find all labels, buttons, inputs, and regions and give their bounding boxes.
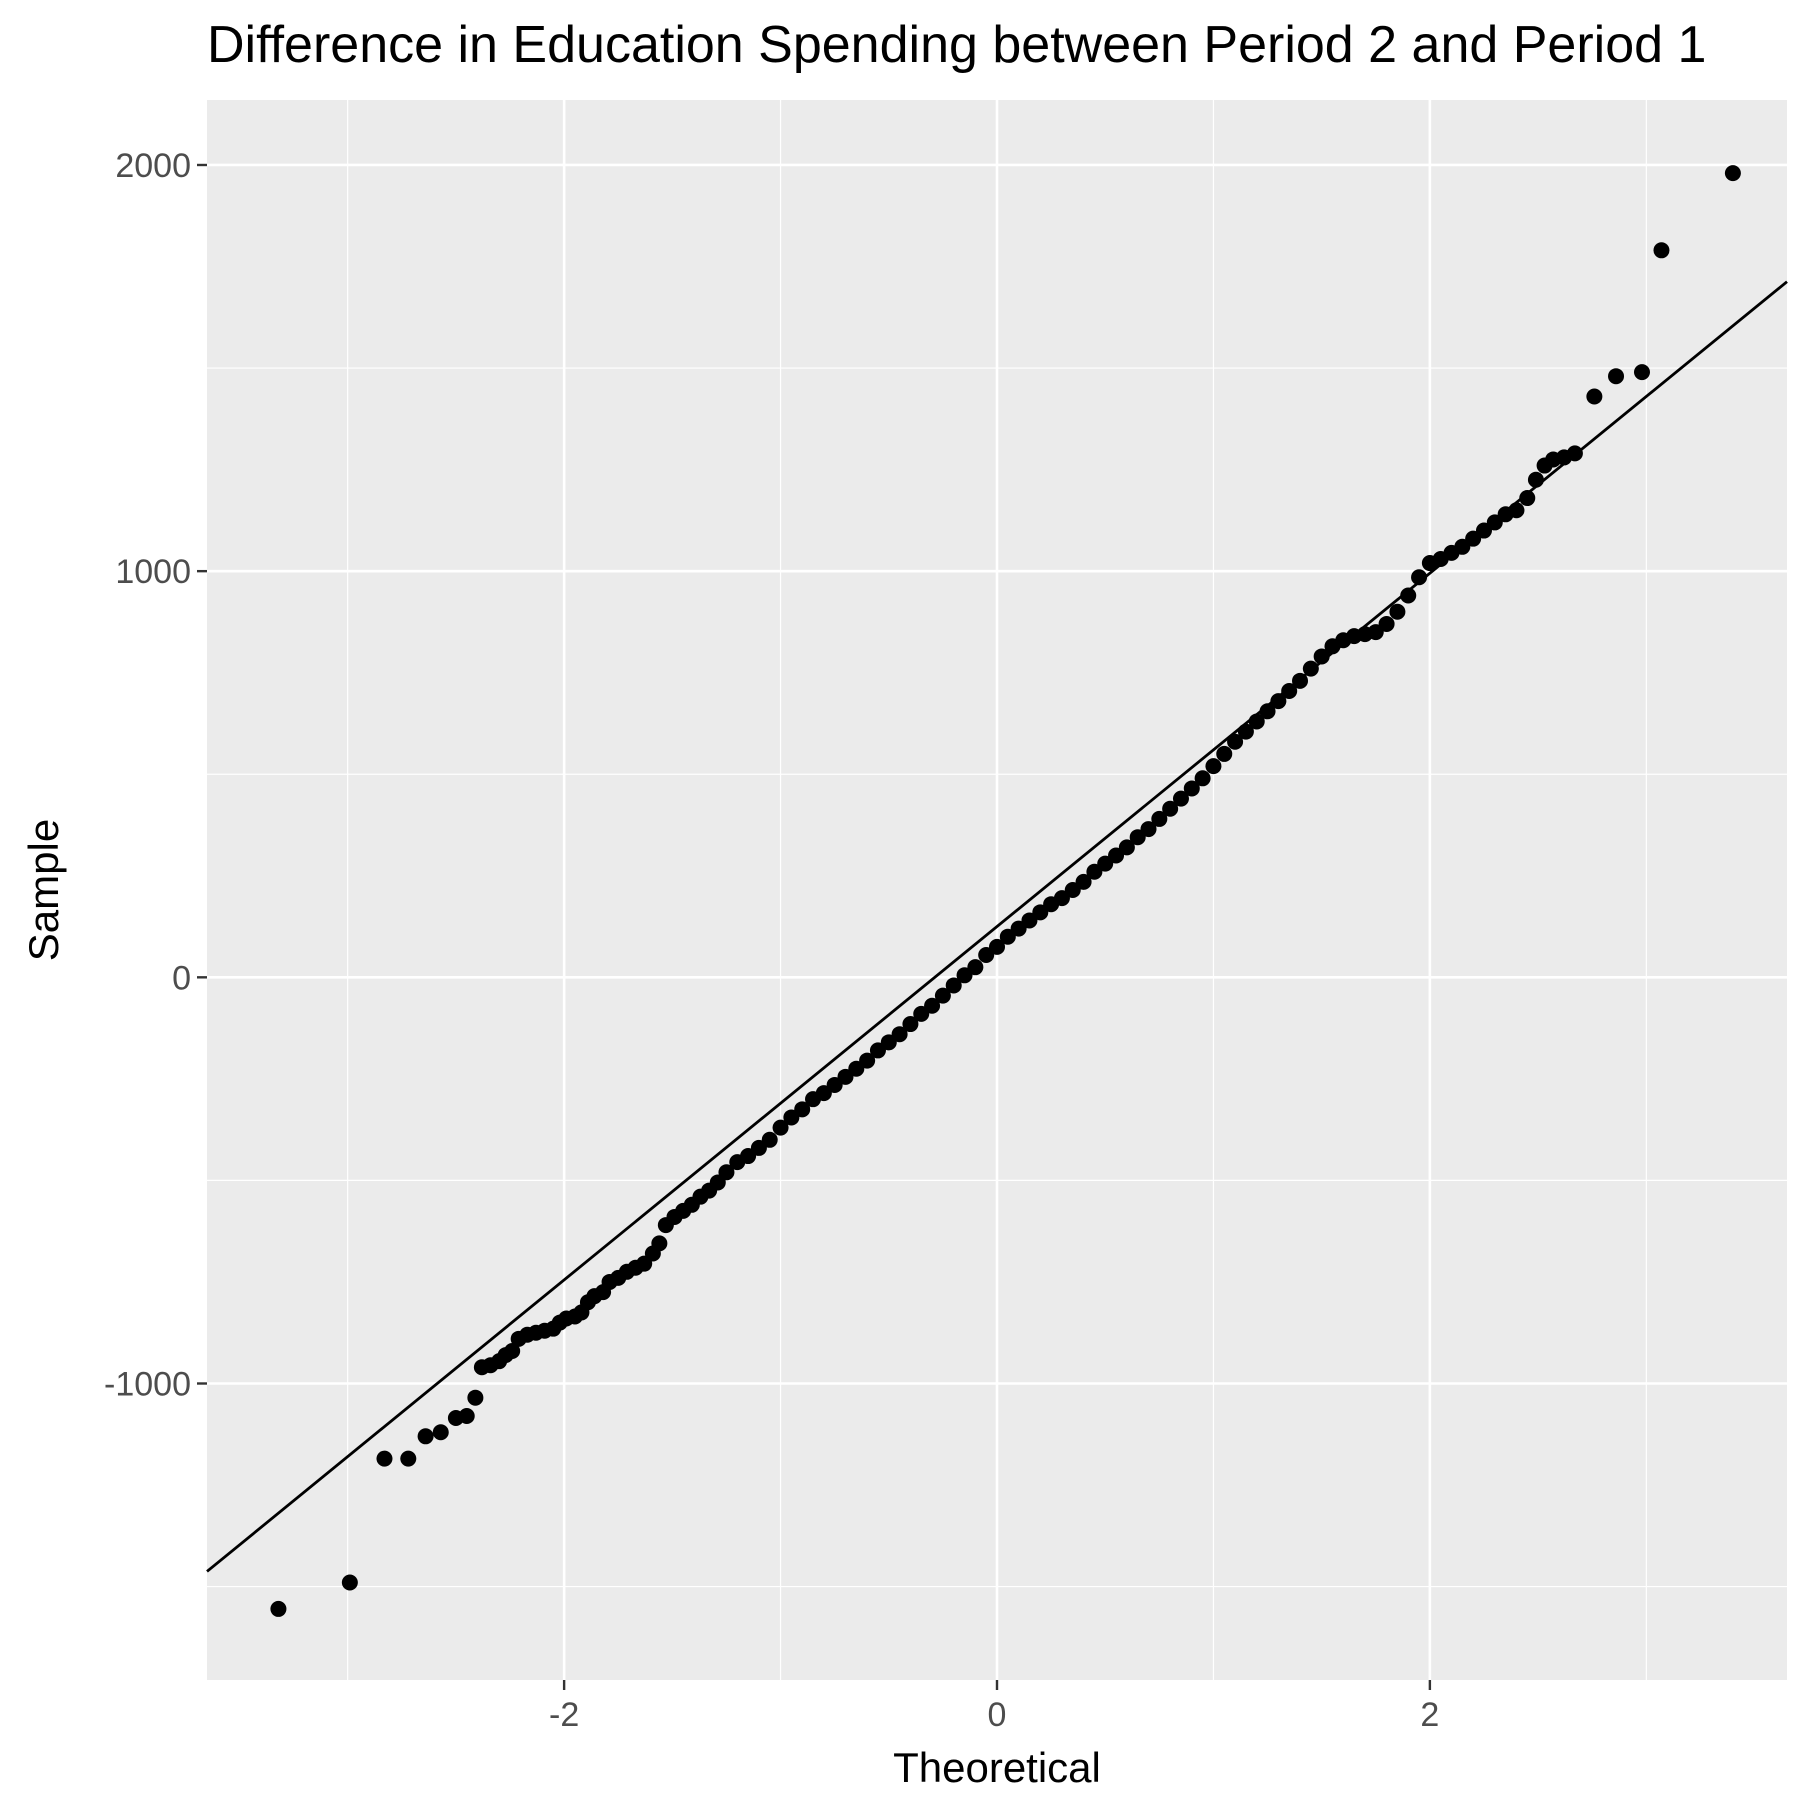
y-tick-label: 1000 (115, 553, 191, 591)
qq-point (651, 1235, 668, 1252)
y-tick-label: -1000 (104, 1365, 191, 1403)
qq-point (1527, 471, 1544, 488)
data-points (270, 165, 1741, 1617)
y-tick-label: 2000 (115, 147, 191, 185)
chart-title: Difference in Education Spending between… (207, 16, 1706, 74)
x-tick-label: -2 (549, 1696, 579, 1734)
qq-point (1519, 490, 1536, 507)
qq-point (1248, 713, 1265, 730)
qq-point (1389, 603, 1406, 620)
qq-point (989, 938, 1005, 955)
qq-point (891, 1026, 908, 1043)
qq-point (794, 1101, 811, 1118)
grid-lines (207, 100, 1787, 1680)
x-tick-label: 2 (1420, 1696, 1439, 1734)
qq-point (1292, 672, 1309, 689)
qq-point (376, 1450, 393, 1467)
qq-point (934, 987, 951, 1004)
qq-point (859, 1052, 876, 1069)
qq-point (1259, 703, 1276, 720)
qq-point (1075, 873, 1092, 890)
qq-point (341, 1574, 358, 1591)
qq-point (718, 1164, 735, 1181)
qq-point (400, 1450, 417, 1467)
qq-point (417, 1428, 434, 1445)
qq-point (1162, 800, 1179, 817)
qq-point (1724, 165, 1741, 182)
qq-point (1140, 821, 1157, 838)
qq-point (504, 1343, 521, 1360)
qq-point (1566, 445, 1583, 462)
qq-point (1151, 810, 1168, 827)
axes: -2 0 2 -1000 0 1000 2000 (104, 147, 1439, 1734)
qq-point (1237, 723, 1254, 740)
qq-point (1183, 780, 1200, 797)
qq-point (1508, 502, 1525, 519)
qq-point (1205, 758, 1222, 775)
qq-point (1586, 388, 1603, 405)
qq-point (1216, 745, 1233, 762)
qq-point (1118, 839, 1135, 856)
qq-point (1270, 693, 1287, 710)
qq-point (270, 1600, 287, 1617)
qq-point (1411, 569, 1428, 586)
qq-point (458, 1407, 475, 1424)
qq-point (967, 959, 984, 976)
y-tick-label: 0 (172, 959, 191, 997)
qq-point (467, 1389, 484, 1406)
x-tick-label: 0 (988, 1696, 1007, 1734)
qq-point (945, 977, 962, 994)
qq-point (1378, 615, 1395, 632)
qq-point (1653, 242, 1670, 259)
qq-point (1172, 790, 1189, 807)
qq-point (1633, 364, 1650, 381)
qq-point (1400, 587, 1417, 604)
qq-point (1281, 682, 1298, 699)
qq-point (761, 1131, 778, 1148)
qq-point (902, 1016, 919, 1033)
qq-point (1227, 733, 1244, 750)
qq-point (1608, 368, 1625, 385)
qq-point (1302, 660, 1319, 677)
x-axis-title: Theoretical (893, 1744, 1101, 1791)
y-axis-title: Sample (20, 819, 67, 961)
qq-point (772, 1119, 789, 1136)
qq-point (432, 1424, 449, 1441)
qq-point (1313, 648, 1330, 665)
qq-point (924, 997, 941, 1014)
qq-point (1194, 770, 1211, 787)
